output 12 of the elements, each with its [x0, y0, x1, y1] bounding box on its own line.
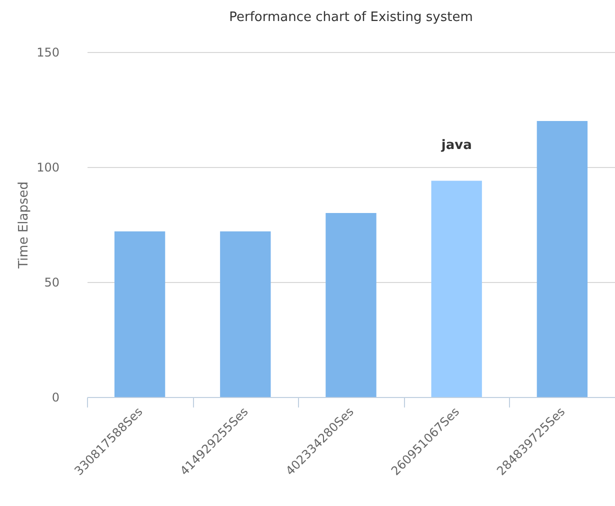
bar	[431, 180, 482, 397]
y-tick-label: 0	[52, 390, 60, 404]
y-tick-label: 100	[36, 160, 60, 174]
annotation: java	[440, 138, 472, 153]
chart-title: Performance chart of Existing system	[229, 10, 473, 25]
y-tick-label: 50	[44, 276, 60, 290]
y-axis-title: Time Elapsed	[16, 181, 32, 270]
y-tick-label: 150	[36, 46, 60, 60]
bar	[326, 213, 376, 397]
bar	[220, 231, 271, 397]
bar	[536, 121, 588, 397]
bar	[114, 231, 166, 397]
